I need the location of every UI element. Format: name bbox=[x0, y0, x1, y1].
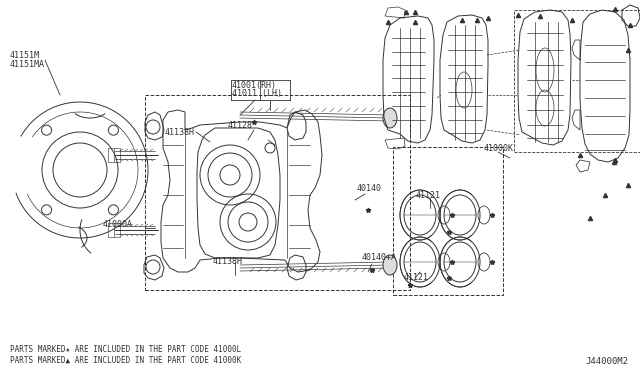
Text: 41011 (LH): 41011 (LH) bbox=[232, 89, 282, 97]
Text: 40140+A: 40140+A bbox=[362, 253, 397, 263]
Text: 41128: 41128 bbox=[228, 121, 253, 129]
Text: 40140: 40140 bbox=[357, 183, 382, 192]
Text: J44000M2: J44000M2 bbox=[585, 357, 628, 366]
Text: 41138H: 41138H bbox=[165, 128, 195, 137]
Text: 41138H: 41138H bbox=[213, 257, 243, 266]
Text: 41000A: 41000A bbox=[103, 219, 133, 228]
Text: 41121: 41121 bbox=[416, 190, 441, 199]
Bar bbox=[514, 10, 640, 152]
Bar bbox=[145, 95, 410, 290]
Bar bbox=[393, 147, 503, 295]
Ellipse shape bbox=[383, 255, 397, 275]
Text: 41001(RH): 41001(RH) bbox=[232, 80, 277, 90]
Text: 41151MA: 41151MA bbox=[10, 60, 45, 68]
Text: 41151M: 41151M bbox=[10, 51, 40, 60]
Text: 41000K: 41000K bbox=[484, 144, 514, 153]
Text: PARTS MARKED▲ ARE INCLUDED IN THE PART CODE 41000K: PARTS MARKED▲ ARE INCLUDED IN THE PART C… bbox=[10, 356, 241, 365]
Ellipse shape bbox=[383, 108, 397, 128]
Text: 41121: 41121 bbox=[404, 273, 429, 282]
Text: PARTS MARKED★ ARE INCLUDED IN THE PART CODE 41000L: PARTS MARKED★ ARE INCLUDED IN THE PART C… bbox=[10, 346, 241, 355]
